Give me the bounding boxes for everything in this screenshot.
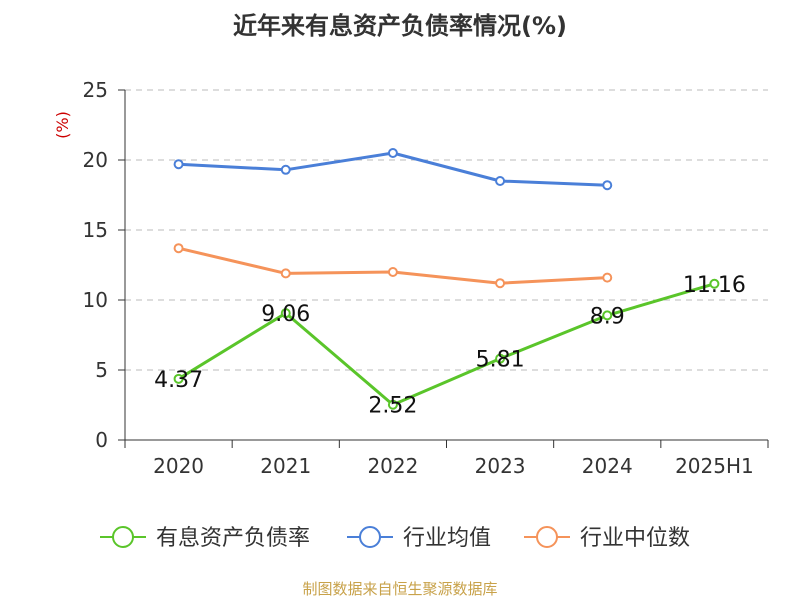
legend-label: 行业中位数	[580, 526, 690, 551]
legend: 有息资产负债率 行业均值 行业中位数	[100, 526, 690, 551]
grid-layer	[125, 89, 768, 371]
y-tick-label: 5	[95, 358, 108, 382]
data-point	[173, 373, 184, 384]
series-line-0	[177, 282, 715, 407]
chart-title: 近年来有息资产负债率情况(%)	[233, 12, 567, 40]
axis-layer: 0 5 10 15 20 25 (%) 2020 2021 2022 2023 2024 2025H1	[53, 78, 769, 478]
y-tick-label: 10	[83, 288, 108, 312]
legend-marker	[536, 526, 558, 548]
data-label: 2.52	[368, 394, 417, 419]
data-point	[495, 353, 506, 364]
data-point	[173, 159, 184, 170]
legend-label: 有息资产负债率	[156, 526, 310, 551]
data-point	[173, 243, 184, 254]
x-tick-label: 2024	[582, 454, 633, 478]
series-line-2	[178, 246, 608, 285]
data-point	[387, 267, 398, 277]
x-tick-label: 2021	[260, 454, 311, 478]
y-tick-label: 25	[83, 78, 108, 102]
y-tick-label: 0	[95, 428, 108, 452]
data-label: 8.9	[590, 304, 625, 329]
x-tick-label: 2023	[475, 454, 526, 478]
data-point	[602, 310, 613, 321]
data-label: 11.16	[683, 273, 746, 298]
x-tick-label: 2020	[153, 454, 204, 478]
data-point	[387, 148, 398, 158]
y-axis-label: (%)	[53, 111, 72, 139]
legend-marker	[112, 526, 134, 548]
data-label: 5.81	[476, 348, 525, 373]
data-label: 4.37	[154, 368, 203, 393]
data-point	[495, 176, 506, 186]
label-layer: 4.37 9.06 2.52 5.81 8.9 11.16	[154, 273, 746, 419]
source-footer: 制图数据来自恒生聚源数据库	[302, 580, 498, 598]
legend-label: 行业均值	[403, 526, 491, 551]
legend-marker	[359, 526, 381, 548]
data-point	[602, 272, 613, 283]
y-tick-label: 20	[83, 148, 108, 172]
data-point	[280, 164, 291, 175]
data-point	[387, 399, 398, 410]
data-point	[280, 268, 291, 279]
data-point	[602, 180, 613, 191]
y-tick-label: 15	[83, 218, 108, 242]
series-layer	[173, 148, 720, 410]
data-point	[280, 308, 291, 319]
x-tick-label: 2022	[367, 454, 418, 478]
data-point	[709, 278, 720, 289]
data-label: 9.06	[261, 302, 310, 327]
x-tick-label: 2025H1	[675, 454, 754, 478]
data-point	[495, 278, 506, 289]
